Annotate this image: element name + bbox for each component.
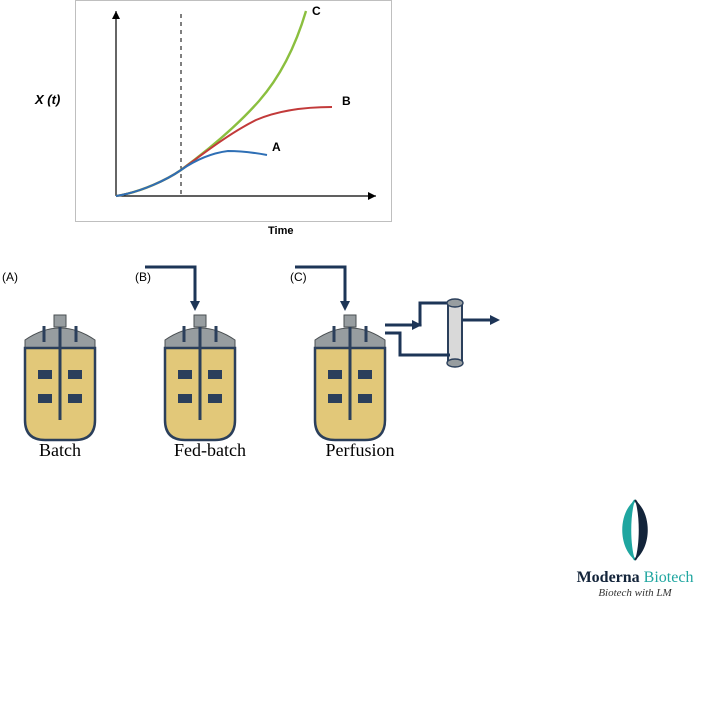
caption-fedbatch: Fed-batch <box>140 440 280 461</box>
panel-letter-a: (A) <box>2 270 18 284</box>
logo-text: Moderna Biotech <box>555 569 715 587</box>
caption-perfusion: Perfusion <box>300 440 420 461</box>
x-axis-label: Time <box>268 225 293 237</box>
figure-canvas: A B C X (t) Time (A) (B) (C) <box>0 0 720 720</box>
chart-svg: A B C <box>76 1 391 221</box>
caption-batch: Batch <box>0 440 120 461</box>
brand-logo: Moderna Biotech Biotech with LM <box>555 495 715 599</box>
curve-label-b: B <box>342 94 351 108</box>
curve-label-a: A <box>272 140 281 154</box>
y-axis-label: X (t) <box>35 92 60 107</box>
curve-label-c: C <box>312 4 321 18</box>
growth-curve-chart: A B C <box>75 0 392 222</box>
logo-tagline: Biotech with LM <box>555 587 715 599</box>
reactor-batch <box>0 285 120 460</box>
